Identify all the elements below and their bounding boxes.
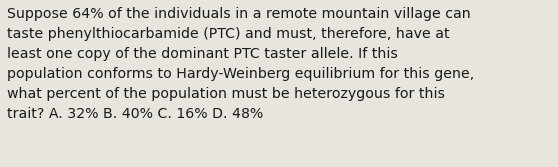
Text: Suppose 64% of the individuals in a remote mountain village can
taste phenylthio: Suppose 64% of the individuals in a remo… bbox=[7, 7, 474, 121]
